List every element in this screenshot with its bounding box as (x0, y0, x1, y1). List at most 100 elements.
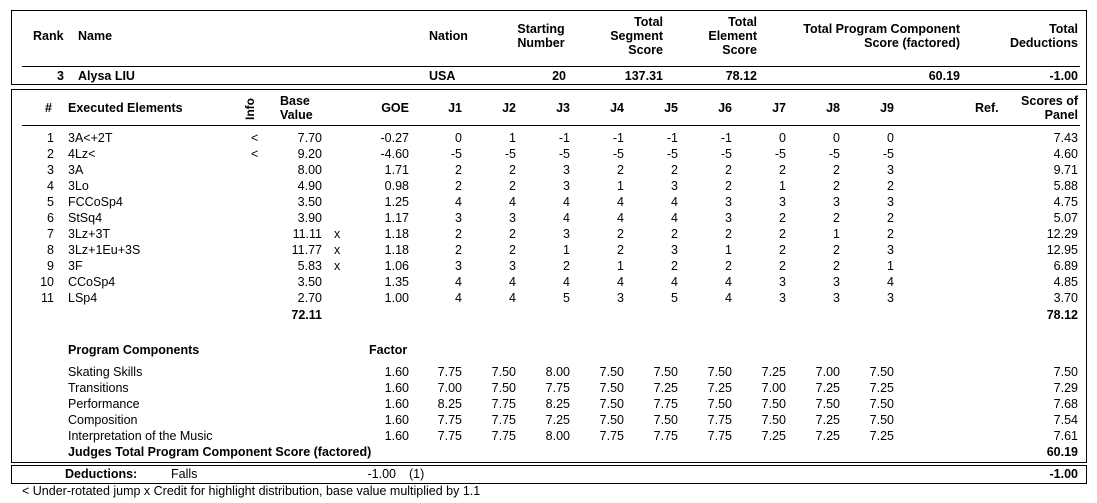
element-goe: -0.27 (380, 131, 410, 145)
element-goe: 1.35 (384, 275, 409, 289)
element-judge-score: 2 (509, 243, 516, 257)
element-base-value: 7.70 (297, 131, 322, 145)
deductions-value: -1.00 (367, 467, 397, 481)
header-total-deductions: Total Deductions (1009, 22, 1078, 50)
component-judge-score: 7.75 (707, 413, 732, 427)
summary-box (11, 10, 1087, 85)
element-goe: 1.00 (384, 291, 409, 305)
pc-total-label: Judges Total Program Component Score (fa… (68, 445, 372, 459)
component-judge-score: 7.50 (599, 397, 624, 411)
component-judge-score: 7.25 (815, 413, 840, 427)
element-judge-score: 1 (617, 259, 624, 273)
component-name: Interpretation of the Music (68, 429, 213, 443)
element-judge-score: 3 (563, 179, 570, 193)
element-number: 7 (47, 227, 54, 241)
component-panel-score: 7.29 (1053, 381, 1078, 395)
component-panel-score: 7.50 (1053, 365, 1078, 379)
component-judge-score: 7.50 (815, 397, 840, 411)
element-base-value: 3.50 (297, 275, 322, 289)
element-name: LSp4 (68, 291, 98, 305)
element-judge-score: 4 (563, 195, 570, 209)
element-judge-score: -1 (666, 131, 678, 145)
element-judge-score: -5 (558, 147, 570, 161)
element-judge-score: 1 (617, 179, 624, 193)
element-judge-score: 4 (725, 291, 732, 305)
component-judge-score: 7.75 (545, 381, 570, 395)
element-panel-score: 4.85 (1053, 275, 1078, 289)
element-judge-score: 2 (779, 211, 786, 225)
component-judge-score: 8.25 (545, 397, 570, 411)
component-judge-score: 7.50 (869, 413, 894, 427)
element-goe: 1.71 (384, 163, 409, 177)
element-judge-score: 2 (833, 179, 840, 193)
element-judge-score: 3 (887, 291, 894, 305)
col-judge-header: J9 (880, 101, 894, 115)
element-judge-score: 3 (671, 179, 678, 193)
element-judge-score: 2 (833, 211, 840, 225)
element-goe: 1.25 (384, 195, 409, 209)
element-judge-score: 2 (725, 259, 732, 273)
element-judge-score: 3 (563, 227, 570, 241)
element-judge-score: 2 (779, 259, 786, 273)
component-judge-score: 7.50 (869, 365, 894, 379)
element-judge-score: 3 (833, 291, 840, 305)
col-info-header: Info (243, 98, 257, 120)
element-judge-score: -1 (720, 131, 732, 145)
element-base-value: 11.11 (292, 227, 322, 241)
element-judge-score: -5 (774, 147, 786, 161)
element-judge-score: 3 (509, 211, 516, 225)
element-judge-score: 0 (779, 131, 786, 145)
element-number: 4 (47, 179, 54, 193)
skater-rank: 3 (57, 69, 64, 83)
element-judge-score: 3 (455, 259, 462, 273)
skater-starting-number: 20 (552, 69, 566, 83)
col-judge-header: J4 (610, 101, 624, 115)
element-panel-score: 6.89 (1053, 259, 1078, 273)
component-name: Transitions (68, 381, 129, 395)
element-base-value: 3.50 (297, 195, 322, 209)
deductions-box (11, 465, 1087, 484)
component-judge-score: 7.50 (653, 413, 678, 427)
element-judge-score: 4 (563, 275, 570, 289)
element-judge-score: 2 (509, 163, 516, 177)
element-judge-score: 2 (779, 163, 786, 177)
element-judge-score: 4 (563, 211, 570, 225)
element-number: 3 (47, 163, 54, 177)
header-total-segment-score: Total Segment Score (610, 15, 663, 57)
component-judge-score: 7.75 (653, 397, 678, 411)
element-number: 10 (40, 275, 54, 289)
element-credit-flag: x (334, 227, 341, 241)
component-judge-score: 7.25 (869, 429, 894, 443)
component-judge-score: 7.50 (491, 381, 516, 395)
element-judge-score: 1 (509, 131, 516, 145)
col-judge-header: J8 (826, 101, 840, 115)
element-panel-score: 9.71 (1053, 163, 1078, 177)
element-number: 11 (41, 291, 54, 305)
header-starting-number: Starting Number (517, 22, 565, 50)
element-judge-score: 5 (563, 291, 570, 305)
element-base-value: 11.77 (291, 243, 322, 257)
element-name: CCoSp4 (68, 275, 116, 289)
element-judge-score: 2 (833, 243, 840, 257)
deductions-label: Deductions: (65, 467, 138, 481)
component-panel-score: 7.54 (1053, 413, 1078, 427)
component-judge-score: 7.75 (491, 413, 516, 427)
element-panel-score: 5.88 (1053, 179, 1078, 193)
element-judge-score: 4 (509, 195, 516, 209)
element-panel-score: 3.70 (1053, 291, 1078, 305)
element-judge-score: 4 (725, 275, 732, 289)
element-name: 3Lz+1Eu+3S (68, 243, 141, 257)
element-judge-score: -5 (720, 147, 732, 161)
element-judge-score: 1 (887, 259, 894, 273)
element-name: 3F (68, 259, 83, 273)
element-judge-score: -1 (558, 131, 570, 145)
element-judge-score: 3 (509, 259, 516, 273)
col-scores-header: Scores of Panel (1021, 94, 1078, 122)
element-judge-score: -5 (882, 147, 894, 161)
skater-nation: USA (429, 69, 456, 83)
element-judge-score: 2 (887, 179, 894, 193)
component-judge-score: 8.00 (545, 365, 570, 379)
element-judge-score: 2 (887, 227, 894, 241)
col-judge-header: J7 (772, 101, 786, 115)
footnote: < Under-rotated jump x Credit for highli… (22, 484, 481, 498)
